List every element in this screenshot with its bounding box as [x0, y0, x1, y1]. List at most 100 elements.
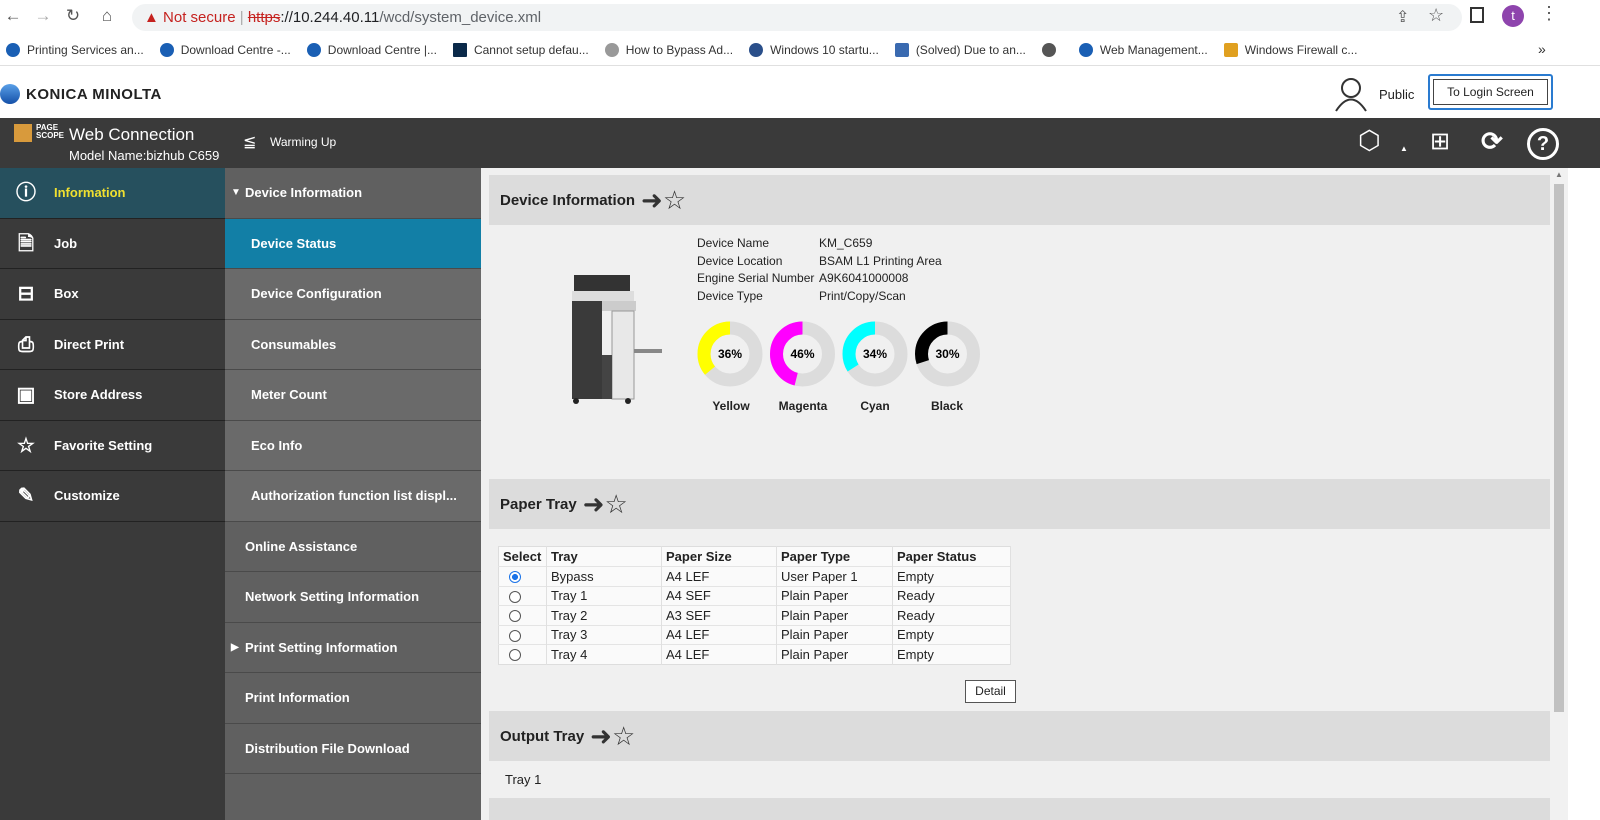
help-icon[interactable]: ? [1527, 128, 1559, 160]
bookmark[interactable]: Windows Firewall c... [1223, 42, 1357, 57]
tray-radio[interactable] [509, 610, 521, 623]
sidepanel-icon[interactable] [1470, 7, 1484, 23]
submenu-network-setting-information[interactable]: Network Setting Information [225, 572, 481, 623]
submenu-consumables[interactable]: Consumables [225, 319, 481, 370]
submenu-device-information[interactable]: ▼ Device Information [225, 168, 481, 219]
top-bar: PAGE SCOPE Web Connection Model Name:bizh… [0, 118, 1600, 168]
toner-gauges: 36% 46% 34% 30% [697, 321, 980, 387]
paper-type-cell: User Paper 1 [776, 566, 893, 586]
table-row[interactable]: Tray 1 A4 SEF Plain Paper Ready [498, 585, 1011, 606]
share-icon[interactable]: ⇪ [1396, 9, 1410, 26]
bookmark[interactable]: Windows 10 startu... [749, 42, 879, 57]
main-content: Device Information ➜☆ Paper Tray ➜☆ Output… [481, 168, 1550, 820]
sidebar-item-direct-print[interactable]: ⎙ Direct Print [0, 320, 225, 370]
sidebar-item-favorite-setting[interactable]: ☆ Favorite Setting [0, 421, 225, 471]
scrollbar[interactable]: ▲ [1550, 168, 1568, 820]
network-icon[interactable]: ⊞ [1430, 128, 1451, 155]
info-value: BSAM L1 Printing Area [819, 253, 942, 268]
select-cell [498, 644, 547, 664]
device-search-icon[interactable]: ⬡ [1358, 125, 1381, 155]
column-header: Paper Status [892, 546, 1011, 567]
tray-radio[interactable] [509, 629, 521, 642]
bookmark-star-icon[interactable]: ☆ [1428, 5, 1445, 25]
bookmark-label: Web Management... [1099, 42, 1208, 57]
submenu-label: Device Configuration [251, 286, 382, 302]
address-bar[interactable]: ▲ Not secure | https://10.244.40.11/wcd/… [132, 4, 1462, 31]
bookmark-label: Printing Services an... [27, 42, 144, 57]
dropdown-arrow-icon[interactable]: ▲ [1400, 144, 1408, 153]
sidebar-item-customize[interactable]: ✎ Customize [0, 471, 225, 522]
sidebar-item-label: Store Address [54, 387, 143, 403]
sidebar-item-information[interactable]: ⓘ Information [0, 168, 225, 219]
bookmark[interactable]: Cannot setup defau... [452, 42, 589, 57]
scrollbar-thumb[interactable] [1554, 184, 1564, 712]
forward-icon[interactable]: → [34, 6, 52, 25]
to-login-screen-button[interactable]: To Login Screen [1428, 74, 1553, 110]
table-row[interactable]: Tray 3 A4 LEF Plain Paper Empty [498, 624, 1011, 645]
add-favorite-star-icon[interactable]: ➜☆ [641, 184, 687, 215]
paper-tray-table: Select Tray Paper Size Paper Type Paper … [498, 546, 1011, 665]
printer-image [572, 275, 662, 404]
submenu-meter-count[interactable]: Meter Count [225, 370, 481, 421]
submenu-label: Network Setting Information [245, 589, 420, 605]
paper-status-cell: Ready [892, 585, 1011, 606]
tray-radio[interactable] [509, 649, 521, 662]
paper-tray-header: Paper Tray ➜☆ [489, 479, 1550, 529]
bookmark[interactable]: How to Bypass Ad... [604, 42, 733, 57]
bookmark-label: Download Centre |... [327, 42, 437, 57]
submenu-label: Distribution File Download [245, 740, 410, 756]
back-icon[interactable]: ← [4, 6, 22, 25]
toner-label-black: Black [930, 399, 964, 413]
paper-size-cell: A4 LEF [661, 566, 777, 586]
scroll-up-icon[interactable]: ▲ [1555, 170, 1563, 179]
more-bookmarks[interactable]: » [1538, 41, 1546, 57]
submenu-device-configuration[interactable]: Device Configuration [225, 269, 481, 320]
brand-text: KONICA MINOLTA [26, 85, 162, 103]
table-row[interactable]: Bypass A4 LEF User Paper 1 Empty [498, 566, 1011, 586]
detail-button[interactable]: Detail [965, 680, 1016, 703]
bookmark[interactable]: Web Management... [1078, 42, 1208, 57]
bookmark[interactable]: Printing Services an... [6, 42, 144, 57]
submenu-distribution-file-download[interactable]: Distribution File Download [225, 724, 481, 774]
sidebar-item-store-address[interactable]: ▣ Store Address [0, 370, 225, 421]
submenu-authorization-function-list[interactable]: Authorization function list displ... [225, 471, 481, 522]
tray-radio[interactable] [509, 590, 521, 603]
tray-cell: Tray 3 [546, 624, 662, 645]
user-name: Public [1379, 87, 1415, 102]
select-cell [498, 585, 547, 606]
url-scheme: https [247, 9, 281, 26]
add-favorite-star-icon[interactable]: ➜☆ [590, 720, 636, 751]
bookmark[interactable] [1041, 42, 1063, 57]
submenu-online-assistance[interactable]: Online Assistance [225, 522, 481, 572]
add-favorite-star-icon[interactable]: ➜☆ [582, 488, 628, 519]
bookmark[interactable]: Download Centre |... [306, 42, 437, 57]
bookmark-icon [749, 42, 764, 57]
url-path: /wcd/system_device.xml [379, 9, 542, 26]
output-tray-header: Output Tray ➜☆ [489, 711, 1550, 761]
reload-icon[interactable]: ↻ [65, 6, 81, 25]
table-row[interactable]: Tray 4 A4 LEF Plain Paper Empty [498, 644, 1011, 664]
tray-cell: Tray 1 [546, 585, 662, 606]
menu-icon[interactable]: ⋮ [1540, 3, 1558, 23]
submenu-print-setting-information[interactable]: ▶ Print Setting Information [225, 623, 481, 673]
column-header: Paper Type [776, 546, 893, 567]
info-icon: ⓘ [16, 182, 36, 204]
toner-gauge-magenta [770, 321, 835, 387]
submenu-device-status[interactable]: Device Status [225, 218, 481, 269]
paper-size-cell: A4 LEF [661, 644, 777, 664]
bookmark[interactable]: (Solved) Due to an... [894, 42, 1026, 57]
paper-size-cell: A4 LEF [661, 624, 777, 645]
submenu-eco-info[interactable]: Eco Info [225, 420, 481, 471]
sidebar-item-box[interactable]: ⊟ Box [0, 269, 225, 320]
profile-avatar[interactable]: t [1502, 5, 1524, 27]
home-icon[interactable]: ⌂ [101, 6, 113, 25]
refresh-icon[interactable]: ⟳ [1481, 126, 1503, 156]
tray-radio[interactable] [509, 571, 521, 584]
sidebar-item-job[interactable]: 🗎 Job [0, 219, 225, 269]
submenu-print-information[interactable]: Print Information [225, 673, 481, 724]
table-row[interactable]: Tray 2 A3 SEF Plain Paper Ready [498, 605, 1011, 625]
model-name: Model Name:bizhub C659 [69, 148, 220, 163]
info-value: Print/Copy/Scan [819, 288, 906, 303]
toner-gauge-yellow [697, 321, 763, 387]
bookmark[interactable]: Download Centre -... [159, 42, 291, 57]
